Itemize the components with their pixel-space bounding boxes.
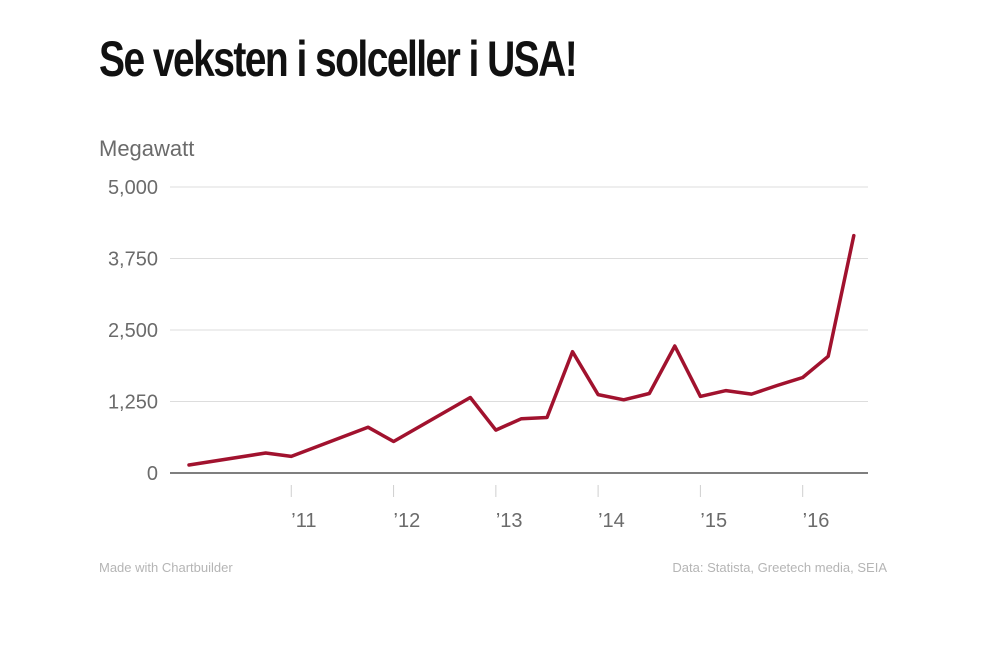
gridlines <box>170 186 868 474</box>
x-tick-label: ’14 <box>598 510 625 532</box>
x-tick-label: ’15 <box>700 510 727 532</box>
x-tick-label: ’16 <box>803 510 830 532</box>
y-tick-label: 5,000 <box>108 177 158 199</box>
series-line <box>187 233 856 467</box>
data-source-credit: Data: Statista, Greetech media, SEIA <box>672 560 887 575</box>
made-with-credit: Made with Chartbuilder <box>99 560 233 575</box>
x-ticks: ’11 ’12 ’13 ’14 ’15 ’16 <box>290 485 830 532</box>
x-tick-label: ’13 <box>496 510 523 532</box>
data-series <box>187 233 856 467</box>
y-tick-label: 0 <box>147 463 158 485</box>
x-tick-label: ’12 <box>394 510 421 532</box>
y-tick-label: 1,250 <box>108 392 158 414</box>
y-tick-label: 3,750 <box>108 249 158 271</box>
page-title: Se veksten i solceller i USA! <box>99 31 578 87</box>
y-axis-label: Megawatt <box>99 136 195 161</box>
y-tick-labels: 5,000 3,750 2,500 1,250 0 <box>108 177 158 485</box>
x-tick-label: ’11 <box>291 510 316 532</box>
y-tick-label: 2,500 <box>108 320 158 342</box>
